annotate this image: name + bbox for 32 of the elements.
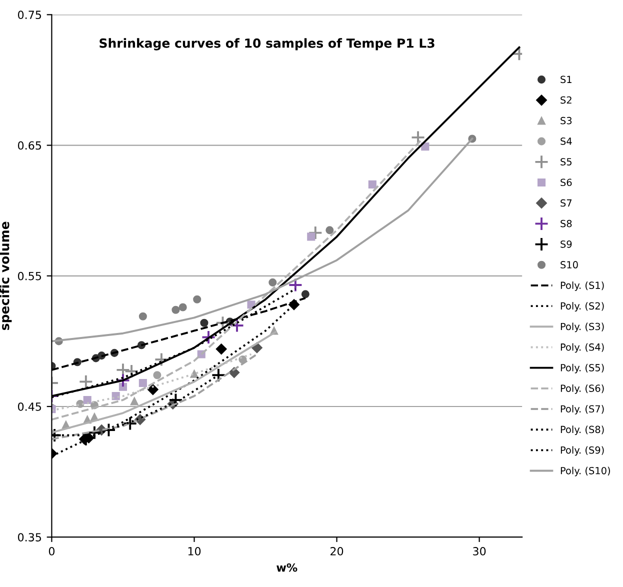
legend-label: Poly. (S8) — [560, 426, 604, 436]
x-axis-title: w% — [276, 563, 298, 572]
y-tick-label: 0.75 — [18, 10, 42, 20]
x-tick-label: 30 — [473, 547, 486, 556]
y-tick-label: 0.65 — [18, 141, 42, 150]
x-tick-label: 20 — [330, 547, 344, 556]
legend-label: Poly. (S6) — [560, 384, 604, 394]
y-tick-label: 0.45 — [18, 402, 42, 411]
legend-label: Poly. (S1) — [560, 281, 604, 291]
legend-label: S8 — [560, 220, 572, 228]
legend-label: S1 — [560, 76, 572, 84]
legend-label: S4 — [560, 138, 572, 145]
legend-label: Poly. (S5) — [560, 364, 604, 374]
legend-label: Poly. (S10) — [560, 466, 610, 476]
legend-label: Poly. (S4) — [560, 343, 604, 353]
legend-label: Poly. (S9) — [560, 446, 604, 456]
text: Shrinkage curves of 10 samples of Tempe P1 L3 — [100, 38, 434, 50]
legend-label: Poly. (S2) — [560, 302, 604, 312]
legend-label: S3 — [560, 116, 572, 124]
legend-label: S7 — [560, 199, 572, 207]
legend-label: S10 — [560, 261, 578, 268]
x-tick-label: 0 — [48, 547, 55, 556]
y-tick-label: 0.35 — [18, 533, 42, 542]
legend-label: Poly. (S7) — [560, 405, 604, 414]
legend-label: S2 — [560, 96, 572, 104]
x-tick-label: 10 — [188, 547, 201, 556]
legend-label: Poly. (S3) — [560, 322, 604, 332]
y-tick-label: 0.55 — [18, 272, 42, 280]
legend-label: S5 — [560, 158, 572, 166]
legend-label: S9 — [560, 240, 572, 248]
legend-label: S6 — [560, 178, 572, 186]
y-axis-title: specific volume — [0, 222, 12, 330]
